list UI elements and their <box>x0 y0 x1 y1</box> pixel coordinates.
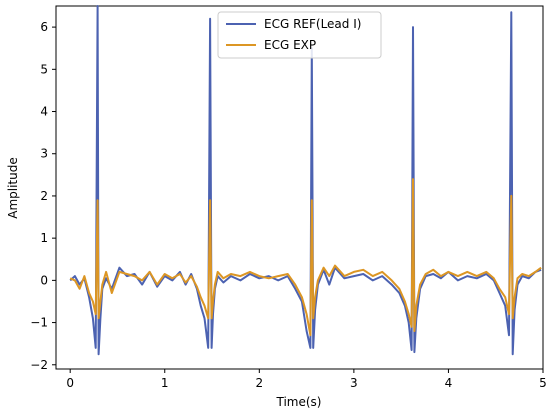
x-tick-label: 1 <box>161 376 169 390</box>
y-tick-label: 1 <box>40 231 48 245</box>
legend: ECG REF(Lead I) ECG EXP <box>217 11 382 59</box>
x-tick-label: 0 <box>66 376 74 390</box>
y-tick-label: 3 <box>40 147 48 161</box>
series-lines <box>69 5 542 356</box>
x-tick-label: 3 <box>350 376 358 390</box>
x-tick-label: 4 <box>445 376 453 390</box>
y-tick-label: 0 <box>40 273 48 287</box>
y-tick-label: 6 <box>40 20 48 34</box>
x-axis-ticks: 0 1 2 3 4 5 <box>66 369 547 390</box>
y-tick-label: 4 <box>40 105 48 119</box>
y-axis-label: Amplitude <box>6 157 20 219</box>
y-tick-label: −2 <box>30 358 48 372</box>
y-tick-label: 2 <box>40 189 48 203</box>
legend-label-exp: ECG EXP <box>264 38 316 52</box>
y-tick-label: 5 <box>40 62 48 76</box>
x-axis-label: Time(s) <box>276 395 322 409</box>
series-line-ecg-ref <box>69 5 542 356</box>
x-tick-label: 2 <box>255 376 263 390</box>
y-tick-label: −1 <box>30 316 48 330</box>
legend-box <box>217 11 382 59</box>
x-tick-label: 5 <box>539 376 547 390</box>
y-axis-ticks: −2 −1 0 1 2 3 4 5 6 <box>30 20 56 372</box>
legend-label-ref: ECG REF(Lead I) <box>264 17 361 31</box>
series-line-ecg-exp <box>69 178 542 337</box>
plot-frame <box>55 5 544 370</box>
